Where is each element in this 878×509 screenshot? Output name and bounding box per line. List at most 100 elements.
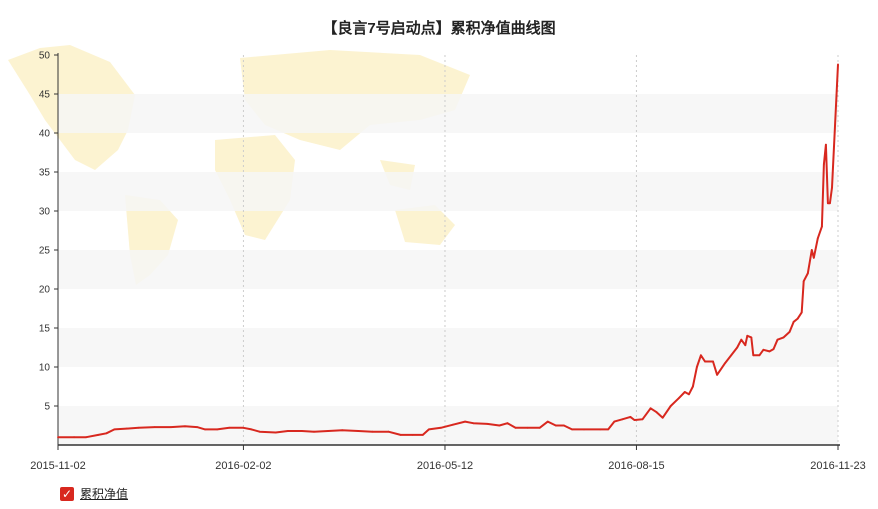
data-point xyxy=(837,63,839,66)
data-point xyxy=(57,436,59,439)
x-tick-label: 2015-11-02 xyxy=(30,460,85,472)
data-point xyxy=(823,163,825,166)
y-tick-label: 15 xyxy=(39,324,51,335)
data-point xyxy=(327,430,329,432)
data-point xyxy=(796,317,799,320)
data-point xyxy=(788,331,791,333)
data-point xyxy=(829,202,831,205)
data-point xyxy=(740,338,743,341)
data-point xyxy=(563,424,565,427)
data-point xyxy=(669,405,672,407)
y-tick-label: 10 xyxy=(39,363,51,374)
data-point xyxy=(411,434,414,436)
data-point xyxy=(125,427,128,430)
y-tick-label: 45 xyxy=(39,90,51,101)
data-point xyxy=(554,424,557,427)
data-point xyxy=(750,336,753,339)
grid-bands xyxy=(58,94,838,445)
y-tick-label: 5 xyxy=(44,402,50,413)
data-point xyxy=(301,430,303,432)
data-point xyxy=(724,362,726,364)
data-point xyxy=(776,338,779,341)
data-point xyxy=(752,354,755,357)
data-point xyxy=(216,428,219,431)
x-tick-label: 2016-11-23 xyxy=(810,460,865,472)
x-axis-ticks: 2015-11-02 2016-02-02 2016-05-12 2016-08-15… xyxy=(30,445,866,472)
y-tick-label: 30 xyxy=(39,207,51,218)
data-point xyxy=(716,373,718,376)
data-point xyxy=(800,311,803,314)
legend-label[interactable]: 累积净值 xyxy=(80,487,129,501)
data-point xyxy=(730,354,733,357)
data-point xyxy=(452,423,454,426)
data-point xyxy=(341,429,344,432)
data-point xyxy=(629,416,632,418)
data-point xyxy=(538,426,541,429)
data-point xyxy=(762,348,765,351)
data-point xyxy=(399,434,402,436)
vertical-gridlines xyxy=(242,55,839,445)
data-point xyxy=(806,272,809,275)
x-tick-label: 2016-08-15 xyxy=(608,460,664,472)
data-point xyxy=(546,420,549,423)
series-line xyxy=(58,64,839,439)
data-point xyxy=(571,428,573,431)
grid-band xyxy=(58,250,838,289)
data-point xyxy=(464,420,466,423)
data-point xyxy=(486,423,489,425)
data-point xyxy=(184,425,186,428)
data-point xyxy=(768,350,771,353)
data-point xyxy=(641,418,644,421)
world-map-watermark xyxy=(8,45,470,285)
data-point xyxy=(696,366,698,368)
grid-band xyxy=(58,172,838,211)
data-point xyxy=(137,426,140,429)
data-point xyxy=(810,249,813,251)
data-point xyxy=(274,431,277,434)
data-point xyxy=(812,256,815,259)
data-point xyxy=(825,143,827,146)
data-point xyxy=(827,202,829,205)
data-point xyxy=(472,422,475,425)
data-point xyxy=(821,225,823,228)
data-point xyxy=(428,428,430,431)
data-point xyxy=(677,397,680,400)
data-point xyxy=(816,237,819,240)
data-point xyxy=(692,385,694,388)
grid-band xyxy=(58,94,838,133)
data-point xyxy=(599,428,602,431)
data-point xyxy=(621,418,624,421)
data-point xyxy=(228,426,231,429)
data-point xyxy=(357,430,360,432)
data-point xyxy=(258,430,261,433)
data-point xyxy=(683,391,686,393)
checkmark-icon[interactable]: ✓ xyxy=(60,486,74,501)
data-point xyxy=(736,346,739,349)
axes xyxy=(57,53,840,446)
data-point xyxy=(113,428,116,431)
data-point xyxy=(85,436,88,439)
y-tick-label: 50 xyxy=(39,51,51,62)
data-point xyxy=(633,419,636,421)
data-point xyxy=(700,354,702,357)
data-point xyxy=(583,428,585,431)
data-point xyxy=(196,426,199,428)
data-point xyxy=(758,354,761,357)
series-layer xyxy=(57,63,839,439)
data-point xyxy=(613,420,616,423)
y-tick-label: 25 xyxy=(39,246,51,257)
data-point xyxy=(250,428,253,431)
data-point xyxy=(73,436,75,439)
data-point xyxy=(704,360,706,363)
data-point xyxy=(313,430,315,433)
data-point xyxy=(421,434,424,436)
legend[interactable]: ✓ 累积净值 xyxy=(60,485,128,502)
data-point xyxy=(744,344,747,347)
data-point xyxy=(688,393,690,396)
data-point xyxy=(170,426,172,428)
data-point xyxy=(712,360,714,363)
data-point xyxy=(526,426,529,429)
data-point xyxy=(661,416,664,419)
data-point xyxy=(831,186,833,189)
